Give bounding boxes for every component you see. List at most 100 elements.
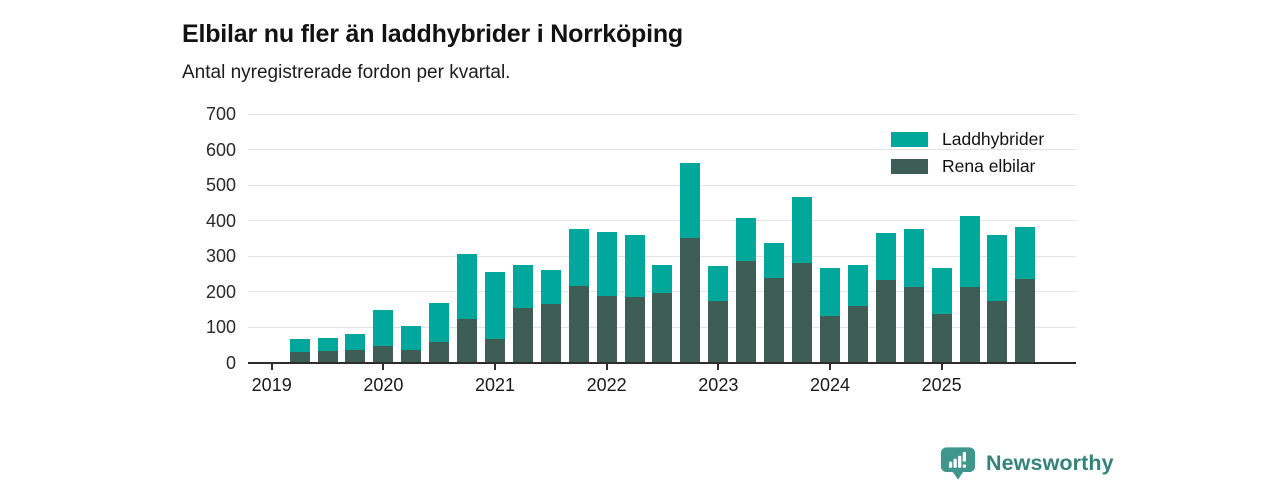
y-axis-label-600: 600 — [205, 139, 236, 160]
bar-segment-laddhybrider — [819, 267, 840, 316]
y-axis-label-300: 300 — [205, 246, 236, 267]
bar-segment-rena-elbilar — [708, 300, 729, 362]
legend-item-rena-elbilar: Rena elbilar — [891, 156, 1044, 176]
pin-shape — [940, 447, 976, 480]
legend-swatch-rena-elbilar — [891, 158, 928, 174]
bar-segment-rena-elbilar — [457, 318, 478, 362]
bar-segment-laddhybrider — [875, 232, 896, 280]
bar-segment-rena-elbilar — [736, 260, 757, 362]
bar-segment-laddhybrider — [485, 272, 505, 340]
bar-2019-q2 — [289, 113, 310, 362]
legend-label-rena-elbilar: Rena elbilar — [942, 156, 1036, 176]
bar-segment-laddhybrider — [708, 265, 729, 301]
gridline-700 — [248, 113, 1076, 115]
bar-segment-laddhybrider — [429, 303, 450, 342]
bar-segment-rena-elbilar — [847, 305, 868, 362]
bar-segment-laddhybrider — [540, 269, 561, 305]
x-tick-2019 — [270, 364, 273, 370]
bar-2021-q1 — [485, 113, 505, 362]
bar-segment-rena-elbilar — [987, 301, 1008, 362]
bar-2020-q1 — [373, 113, 394, 362]
bar-2020-q3 — [429, 113, 450, 362]
x-axis-label-2020: 2020 — [363, 375, 404, 395]
bar-segment-laddhybrider — [736, 217, 757, 261]
x-tick-2020 — [382, 364, 385, 370]
bar-segment-rena-elbilar — [429, 341, 450, 362]
bar-segment-rena-elbilar — [1015, 278, 1036, 362]
bar-2020-q4 — [457, 113, 478, 362]
legend-item-laddhybrider: Laddhybrider — [891, 129, 1045, 149]
bar-2021-q2 — [512, 113, 533, 362]
bar-2023-q4 — [792, 113, 813, 362]
x-tick-2022 — [605, 364, 608, 370]
bar-2023-q1 — [708, 113, 729, 362]
bar-2025-q1 — [931, 113, 952, 362]
y-axis-label-700: 700 — [205, 104, 236, 124]
bar-segment-laddhybrider — [596, 232, 617, 297]
bar-segment-laddhybrider — [847, 264, 868, 306]
bar-segment-rena-elbilar — [652, 292, 673, 362]
x-axis-label-2023: 2023 — [698, 375, 739, 395]
bar-2024-q2 — [847, 113, 868, 362]
x-axis-label-2019: 2019 — [251, 375, 292, 395]
x-axis-label-2021: 2021 — [474, 375, 516, 395]
bar-2022-q1 — [596, 113, 617, 362]
bar-segment-rena-elbilar — [680, 238, 701, 362]
bar-segment-laddhybrider — [652, 264, 673, 293]
x-axis-label-2024: 2024 — [809, 375, 851, 395]
bar-segment-laddhybrider — [680, 162, 701, 239]
bar-segment-rena-elbilar — [819, 315, 840, 362]
gridline-600 — [248, 149, 1076, 151]
bar-2025-q3 — [987, 113, 1008, 362]
bar-segment-rena-elbilar — [345, 350, 366, 362]
brand-name[interactable]: Newsworthy — [986, 451, 1114, 475]
bar-2020-q2 — [401, 113, 422, 362]
bar-2021-q4 — [568, 113, 589, 362]
bar-2024-q4 — [903, 113, 924, 362]
bar-2022-q2 — [624, 113, 645, 362]
bar-segment-laddhybrider — [317, 337, 338, 352]
bar-segment-laddhybrider — [373, 309, 394, 346]
bar-segment-laddhybrider — [792, 196, 813, 264]
y-axis-label-0: 0 — [225, 353, 236, 373]
legend-swatch-laddhybrider — [891, 131, 928, 147]
bar-2025-q4 — [1015, 113, 1036, 362]
bar-2024-q3 — [875, 113, 896, 362]
gridline-500 — [248, 184, 1076, 186]
bar-segment-rena-elbilar — [540, 304, 561, 362]
bar-segment-rena-elbilar — [289, 352, 310, 362]
x-tick-2024 — [829, 364, 831, 370]
legend-label-laddhybrider: Laddhybrider — [942, 129, 1045, 149]
x-tick-2023 — [717, 364, 720, 370]
y-axis-label-200: 200 — [205, 281, 236, 302]
bar-segment-laddhybrider — [345, 333, 366, 351]
bar-segment-rena-elbilar — [959, 286, 980, 362]
gridline-300 — [248, 255, 1076, 257]
y-axis-label-400: 400 — [205, 210, 236, 231]
bar-segment-rena-elbilar — [512, 308, 533, 362]
bar-2021-q3 — [540, 113, 561, 362]
bar-2023-q3 — [764, 113, 785, 362]
bar-segment-rena-elbilar — [317, 351, 338, 362]
y-axis-label-100: 100 — [205, 317, 236, 338]
bar-segment-rena-elbilar — [764, 278, 785, 362]
bar-segment-rena-elbilar — [931, 313, 952, 362]
bar-segment-rena-elbilar — [596, 296, 617, 362]
bar-segment-laddhybrider — [568, 228, 589, 287]
bar-segment-laddhybrider — [624, 235, 645, 297]
x-axis-label-2022: 2022 — [586, 375, 627, 395]
newsworthy-logo[interactable]: Newsworthy — [939, 446, 1114, 480]
chart-title: Elbilar nu fler än laddhybrider i Norrkö… — [182, 19, 683, 48]
bar-segment-laddhybrider — [401, 325, 422, 350]
gridline-400 — [248, 220, 1076, 222]
bar-segment-rena-elbilar — [903, 286, 924, 362]
bar-segment-rena-elbilar — [875, 279, 896, 362]
bar-segment-rena-elbilar — [485, 339, 505, 362]
bar-segment-laddhybrider — [457, 253, 478, 319]
bar-segment-laddhybrider — [903, 229, 924, 287]
bar-segment-laddhybrider — [289, 338, 310, 353]
bar-segment-laddhybrider — [959, 216, 980, 287]
bar-2024-q1 — [819, 113, 840, 362]
x-tick-2025 — [940, 364, 943, 370]
